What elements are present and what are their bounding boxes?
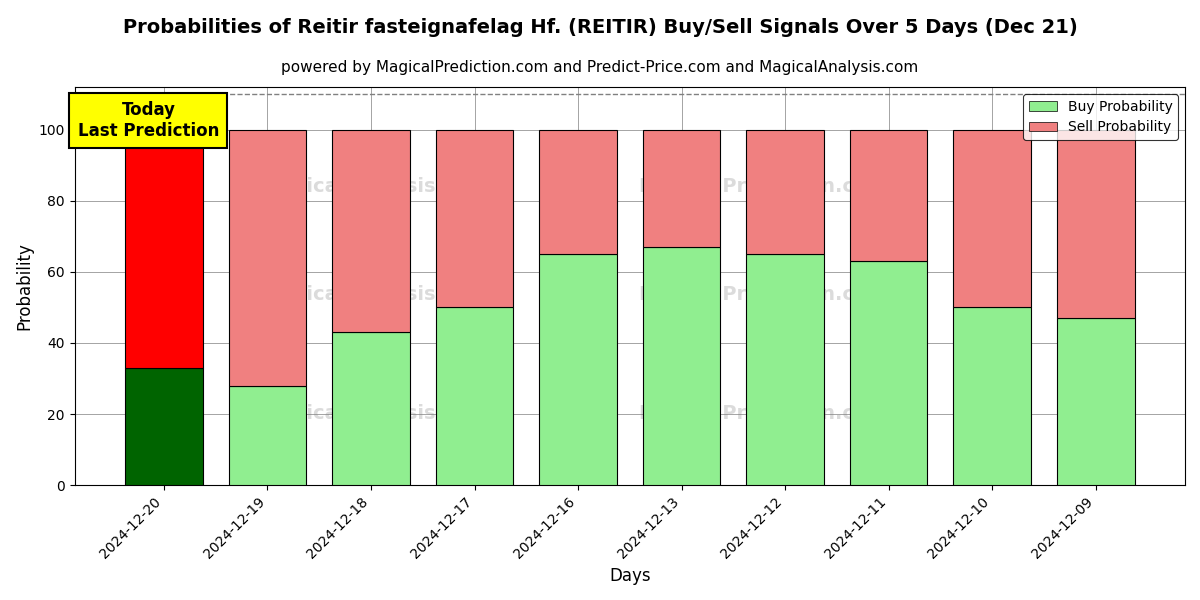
Bar [850, 130, 928, 261]
Text: MagicalAnalysis.com: MagicalAnalysis.com [260, 404, 488, 423]
Bar [229, 130, 306, 386]
Bar [1057, 318, 1134, 485]
X-axis label: Days: Days [610, 567, 650, 585]
Bar [953, 307, 1031, 485]
Bar [539, 254, 617, 485]
Text: Probabilities of Reitir fasteignafelag Hf. (REITIR) Buy/Sell Signals Over 5 Days: Probabilities of Reitir fasteignafelag H… [122, 18, 1078, 37]
Bar [953, 130, 1031, 307]
Text: MagicalPrediction.com: MagicalPrediction.com [638, 177, 888, 196]
Bar [643, 130, 720, 247]
Bar [125, 368, 203, 485]
Text: Today
Last Prediction: Today Last Prediction [78, 101, 220, 140]
Bar [436, 307, 514, 485]
Legend: Buy Probability, Sell Probability: Buy Probability, Sell Probability [1024, 94, 1178, 140]
Bar [1057, 130, 1134, 318]
Text: MagicalPrediction.com: MagicalPrediction.com [638, 284, 888, 304]
Bar [332, 130, 410, 332]
Bar [850, 261, 928, 485]
Bar [436, 130, 514, 307]
Bar [643, 247, 720, 485]
Bar [332, 332, 410, 485]
Bar [746, 130, 824, 254]
Text: MagicalAnalysis.com: MagicalAnalysis.com [260, 284, 488, 304]
Bar [746, 254, 824, 485]
Text: MagicalAnalysis.com: MagicalAnalysis.com [260, 177, 488, 196]
Text: powered by MagicalPrediction.com and Predict-Price.com and MagicalAnalysis.com: powered by MagicalPrediction.com and Pre… [281, 60, 919, 75]
Bar [125, 130, 203, 368]
Bar [229, 386, 306, 485]
Y-axis label: Probability: Probability [16, 242, 34, 330]
Text: MagicalPrediction.com: MagicalPrediction.com [638, 404, 888, 423]
Bar [539, 130, 617, 254]
